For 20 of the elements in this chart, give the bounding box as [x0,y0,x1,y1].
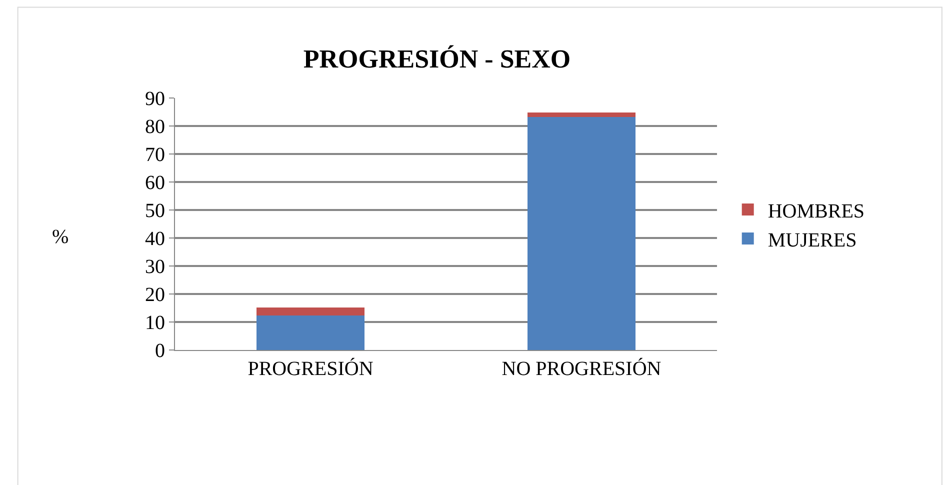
legend-label: MUJERES [768,229,857,252]
x-tick-label: PROGRESIÓN [248,357,374,380]
bar [256,308,365,316]
legend-label: HOMBRES [768,200,865,222]
chart-title: PROGRESIÓN - SEXO [303,44,571,74]
bar [527,116,636,350]
x-tick-label: NO PROGRESIÓN [502,357,662,380]
y-tick-label: 20 [145,284,165,306]
bar [527,112,636,117]
y-tick-label: 80 [145,116,165,138]
y-tick-label: 30 [145,256,165,278]
y-tick-label: 50 [145,200,165,222]
y-tick-label: 70 [145,144,165,166]
y-tick-label: 0 [155,340,165,362]
y-tick-label: 40 [145,228,165,250]
bar [256,316,365,350]
y-tick-label: 60 [145,172,165,194]
y-tick-label: 10 [145,312,165,334]
y-axis-title: % [52,226,69,248]
y-tick-label: 90 [145,88,165,110]
